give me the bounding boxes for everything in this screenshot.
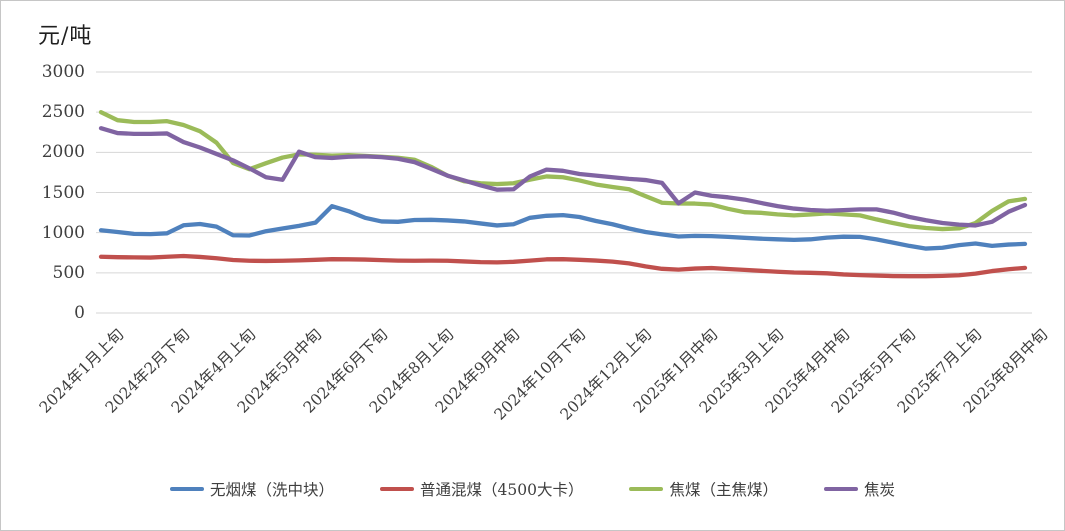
series-lines bbox=[98, 110, 1028, 279]
legend: 无烟煤（洗中块） 普通混煤（4500大卡） 焦煤（主焦煤） 焦炭 bbox=[1, 478, 1064, 500]
legend-line-swatch bbox=[629, 486, 664, 492]
legend-item: 焦炭 bbox=[823, 478, 895, 500]
y-axis-tick-label: 2000 bbox=[41, 142, 85, 163]
legend-label: 普通混煤（4500大卡） bbox=[420, 481, 584, 499]
legend-label: 焦炭 bbox=[863, 481, 895, 499]
legend-item: 普通混煤（4500大卡） bbox=[380, 478, 583, 500]
legend-line-swatch bbox=[380, 486, 415, 492]
y-axis-tick-label: 500 bbox=[52, 262, 85, 283]
legend-line-swatch bbox=[170, 486, 204, 492]
legend-item: 焦煤（主焦煤） bbox=[629, 478, 778, 500]
legend-label: 焦煤（主焦煤） bbox=[669, 481, 778, 499]
series-line-焦煤（主焦煤） bbox=[98, 110, 1028, 232]
y-axis-tick-label: 0 bbox=[74, 303, 85, 323]
series-line-普通混煤（4500大卡） bbox=[98, 253, 1028, 279]
y-axis-tick-label: 1000 bbox=[41, 222, 85, 243]
y-axis-tick-label: 1500 bbox=[41, 182, 85, 203]
series-line-焦炭 bbox=[98, 126, 1028, 228]
legend-item: 无烟煤（洗中块） bbox=[170, 478, 334, 500]
legend-line-swatch bbox=[823, 486, 858, 492]
legend-label: 无烟煤（洗中块） bbox=[210, 481, 335, 499]
y-axis-unit-label: 元/吨 bbox=[38, 24, 93, 49]
series-line-无烟煤（洗中块） bbox=[98, 204, 1028, 251]
y-axis-tick-label: 2500 bbox=[41, 102, 85, 123]
y-axis-tick-label: 3000 bbox=[41, 62, 85, 82]
